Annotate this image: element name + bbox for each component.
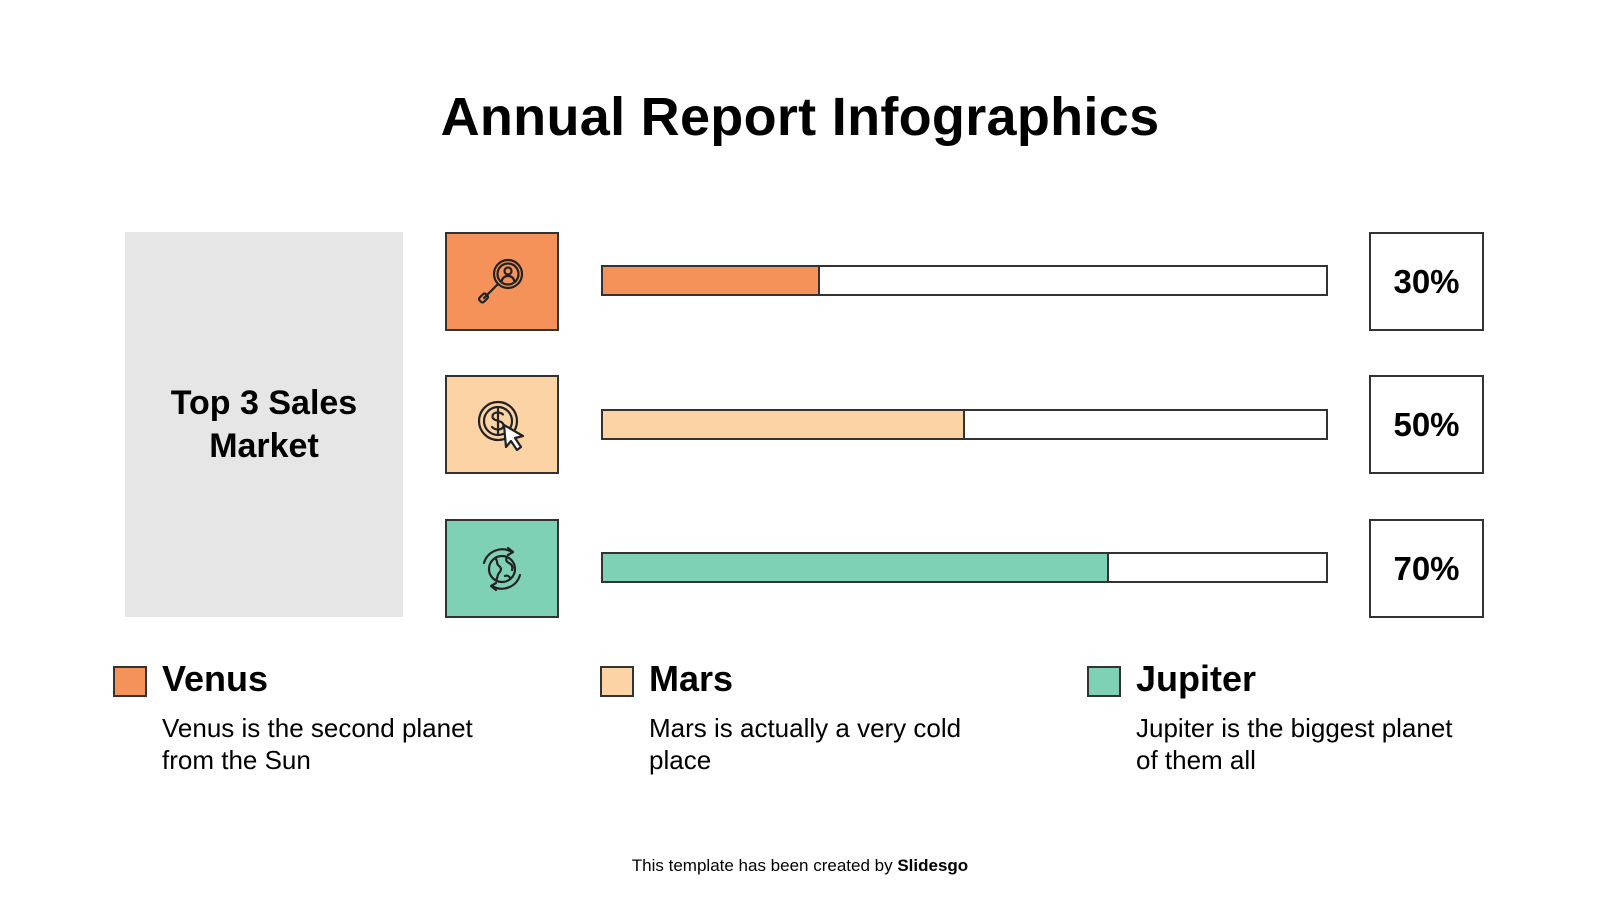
row-1-bar-fill — [603, 267, 820, 294]
row-2-bar-fill — [603, 411, 965, 438]
row-1-percent: 30% — [1369, 232, 1484, 331]
globe-cycle-icon — [482, 546, 522, 591]
row-3-icon-box — [445, 519, 559, 618]
row-2-bar-track — [601, 409, 1328, 440]
legend-swatch — [1087, 666, 1121, 697]
row-1-icon-box — [445, 232, 559, 331]
legend-description: Jupiter is the biggest planet of them al… — [1136, 713, 1453, 775]
legend-description: Mars is actually a very cold place — [649, 713, 962, 775]
legend-name: Mars — [649, 658, 734, 699]
legend-name: Venus — [162, 658, 269, 699]
row-2-icon-box — [445, 375, 559, 474]
side-panel-label: Top 3 Sales Market — [170, 383, 358, 465]
legend-name: Jupiter — [1136, 658, 1257, 699]
footer-prefix: This template has been created by — [631, 856, 893, 875]
row-1-bar-track — [601, 265, 1328, 296]
row-3-bar-fill — [603, 554, 1110, 581]
legend-swatch — [600, 666, 634, 697]
legend-swatch — [113, 666, 147, 697]
footer-brand: Slidesgo — [897, 856, 969, 875]
row-2-percent: 50% — [1369, 375, 1484, 474]
footer-credit: This template has been created by Slides… — [0, 856, 1600, 876]
dollar-click-icon — [477, 400, 525, 451]
search-person-icon — [477, 258, 524, 304]
side-panel: Top 3 Sales Market — [125, 232, 403, 617]
row-3-bar-track — [601, 552, 1328, 583]
page-title: Annual Report Infographics — [440, 87, 1160, 147]
row-3-percent: 70% — [1369, 519, 1484, 618]
legend-description: Venus is the second planet from the Sun — [162, 713, 473, 775]
